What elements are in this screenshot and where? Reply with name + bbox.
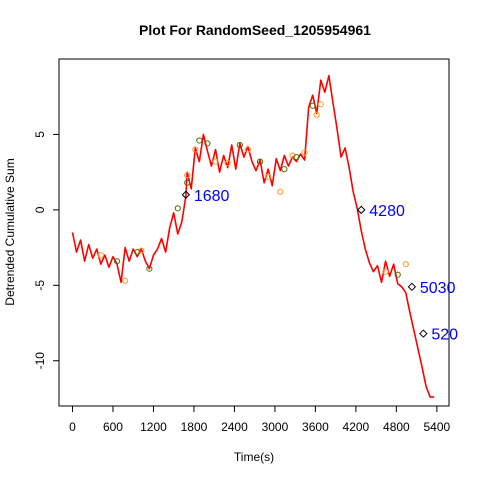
y-tick-label: -10 xyxy=(33,352,47,370)
green-marker xyxy=(134,249,141,256)
green-marker xyxy=(293,153,300,161)
orange-marker xyxy=(402,261,409,268)
orange-marker xyxy=(317,101,324,108)
orange-marker xyxy=(192,146,199,153)
green-marker xyxy=(184,179,191,186)
x-tick-label: 1800 xyxy=(181,420,208,434)
orange-marker xyxy=(301,149,308,156)
annotation-label: 1680 xyxy=(194,188,230,205)
green-marker xyxy=(113,258,121,265)
green-marker xyxy=(174,205,181,212)
orange-marker xyxy=(97,252,104,259)
green-marker xyxy=(236,141,243,149)
orange-marker xyxy=(138,247,145,254)
orange-marker xyxy=(289,152,296,159)
green-marker xyxy=(281,166,288,173)
green-marker xyxy=(196,137,203,144)
x-tick-label: 0 xyxy=(69,420,76,434)
x-tick-label: 3600 xyxy=(302,420,329,434)
annotation-label: 520 xyxy=(431,327,458,344)
annotation-marker xyxy=(357,205,366,215)
y-tick-label: 0 xyxy=(33,206,47,213)
x-tick-label: 4800 xyxy=(383,420,410,434)
orange-marker xyxy=(224,160,231,167)
annotation-label: 4280 xyxy=(369,203,405,220)
annotation-marker xyxy=(419,329,428,338)
y-axis: -10 -5 0 5 xyxy=(33,131,60,370)
x-tick-label: 600 xyxy=(103,420,123,434)
series-line xyxy=(71,74,435,398)
orange-marker xyxy=(382,268,389,275)
y-tick-label: -5 xyxy=(33,280,47,291)
annotation-marker xyxy=(181,190,191,199)
green-marker xyxy=(146,265,153,272)
annotations: 1680 4280 5030 520 xyxy=(181,188,458,344)
x-tick-label: 4200 xyxy=(343,420,370,434)
orange-marker xyxy=(277,188,284,195)
x-axis: 0 600 1200 1800 2400 3000 3600 4200 4800 5400 xyxy=(69,405,451,434)
orange-marker xyxy=(265,173,272,180)
y-tick-label: 5 xyxy=(33,131,47,138)
orange-marker xyxy=(122,277,129,284)
green-marker xyxy=(256,158,264,165)
plot-frame xyxy=(58,58,450,407)
x-tick-label: 2400 xyxy=(221,420,248,434)
y-axis-label: Detrended Cumulative Sum xyxy=(3,158,17,305)
annotation-label: 5030 xyxy=(420,280,456,297)
x-tick-label: 1200 xyxy=(140,420,167,434)
orange-marker xyxy=(313,111,320,118)
x-axis-label: Time(s) xyxy=(234,450,274,464)
markers xyxy=(97,101,409,284)
green-marker xyxy=(309,102,316,109)
chart-title: Plot For RandomSeed_1205954961 xyxy=(139,22,371,38)
orange-marker xyxy=(244,146,252,153)
x-tick-label: 5400 xyxy=(424,420,451,434)
x-tick-label: 3000 xyxy=(262,420,289,434)
green-marker xyxy=(204,140,211,147)
orange-marker xyxy=(184,172,191,179)
green-marker xyxy=(394,271,401,278)
annotation-marker xyxy=(407,282,417,292)
orange-marker xyxy=(212,158,219,165)
